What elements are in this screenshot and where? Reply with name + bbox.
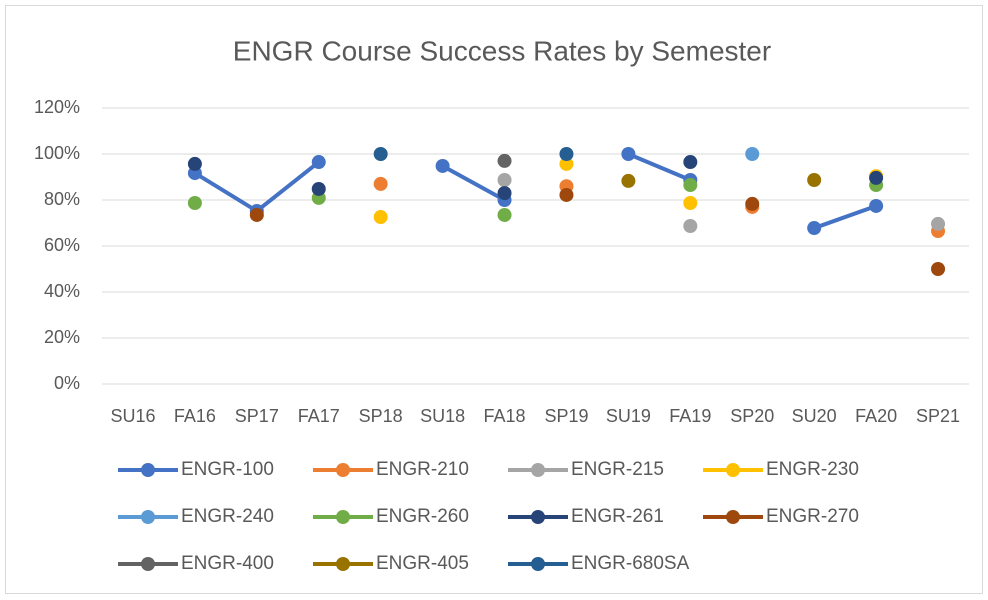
data-point	[497, 186, 512, 201]
data-point	[621, 173, 636, 188]
data-point	[683, 155, 698, 170]
legend-swatch-marker	[531, 510, 545, 524]
chart-title: ENGR Course Success Rates by Semester	[233, 35, 771, 66]
x-tick-label: SP19	[544, 406, 588, 426]
legend-label: ENGR-261	[571, 506, 664, 527]
y-tick-label: 0%	[54, 373, 80, 393]
data-point	[497, 153, 512, 168]
x-tick-label: SU16	[110, 406, 155, 426]
legend-label: ENGR-405	[376, 553, 469, 574]
data-point	[745, 196, 760, 211]
y-tick-label: 80%	[44, 189, 80, 209]
y-tick-label: 60%	[44, 235, 80, 255]
data-point	[621, 147, 636, 161]
y-tick-label: 120%	[34, 97, 80, 117]
x-tick-label: FA18	[484, 406, 526, 426]
data-point	[249, 207, 264, 222]
x-tick-label: SU20	[792, 406, 837, 426]
data-point	[497, 172, 512, 187]
data-point	[683, 195, 698, 210]
legend-label: ENGR-400	[181, 553, 274, 574]
data-point	[931, 262, 946, 276]
legend-swatch-marker	[141, 510, 155, 524]
data-point	[869, 170, 884, 185]
y-tick-label: 20%	[44, 327, 80, 347]
x-tick-label: FA17	[298, 406, 340, 426]
legend-swatch-marker	[336, 463, 350, 477]
legend-swatch-marker	[531, 463, 545, 477]
data-point	[807, 172, 822, 187]
legend-label: ENGR-210	[376, 459, 469, 480]
y-tick-label: 100%	[34, 143, 80, 163]
x-tick-label: SP21	[916, 406, 960, 426]
legend-swatch-marker	[726, 463, 740, 477]
legend-swatch-marker	[726, 510, 740, 524]
data-point	[373, 210, 388, 225]
x-tick-label: FA16	[174, 406, 216, 426]
data-point	[807, 221, 822, 236]
data-point	[559, 156, 574, 171]
data-point	[683, 218, 698, 233]
legend-label: ENGR-100	[181, 459, 274, 480]
legend-label: ENGR-215	[571, 459, 664, 480]
data-point	[497, 207, 512, 222]
legend-label: ENGR-680SA	[571, 553, 690, 574]
data-point	[311, 155, 326, 170]
x-tick-label: SP17	[235, 406, 279, 426]
legend-label: ENGR-270	[766, 506, 859, 527]
data-point	[187, 156, 202, 171]
data-point	[373, 147, 388, 161]
data-point	[559, 147, 574, 161]
legend-label: ENGR-260	[376, 506, 469, 527]
legend-swatch-marker	[531, 557, 545, 571]
data-point	[683, 178, 698, 193]
data-point	[311, 181, 326, 196]
data-point	[373, 176, 388, 191]
x-tick-label: SU19	[606, 406, 651, 426]
x-tick-label: FA20	[855, 406, 897, 426]
chart-frame	[5, 5, 983, 594]
legend-swatch-marker	[141, 463, 155, 477]
legend-label: ENGR-240	[181, 506, 274, 527]
y-tick-label: 40%	[44, 281, 80, 301]
legend-swatch-marker	[336, 510, 350, 524]
x-tick-label: FA19	[669, 406, 711, 426]
legend-label: ENGR-230	[766, 459, 859, 480]
data-point	[869, 198, 884, 213]
x-tick-label: SP20	[730, 406, 774, 426]
legend-swatch-marker	[141, 557, 155, 571]
data-point	[745, 147, 760, 161]
x-tick-label: SP18	[359, 406, 403, 426]
x-tick-label: SU18	[420, 406, 465, 426]
data-point	[559, 187, 574, 202]
data-point	[187, 195, 202, 210]
data-point	[931, 216, 946, 231]
legend-swatch-marker	[336, 557, 350, 571]
data-point	[435, 158, 450, 173]
